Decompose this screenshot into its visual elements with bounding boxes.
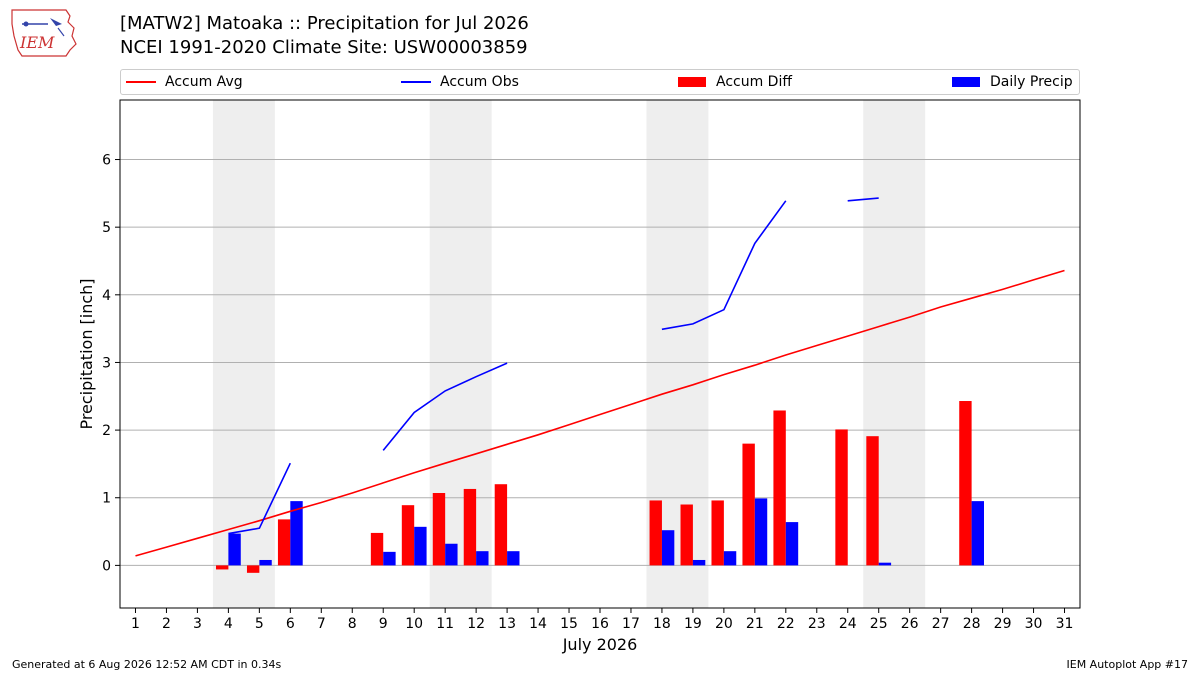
x-tick-label-3: 3 bbox=[193, 616, 202, 632]
generated-timestamp: Generated at 6 Aug 2026 12:52 AM CDT in … bbox=[12, 658, 282, 671]
bar-accum-diff-day-4 bbox=[216, 565, 229, 570]
legend-label-accum-diff: Accum Diff bbox=[716, 74, 793, 90]
bar-accum-diff-day-25 bbox=[866, 436, 879, 566]
x-tick-label-5: 5 bbox=[255, 616, 264, 632]
x-tick-label-30: 30 bbox=[1025, 616, 1043, 632]
x-tick-label-12: 12 bbox=[467, 616, 485, 632]
chart-subtitle: NCEI 1991-2020 Climate Site: USW00003859 bbox=[120, 37, 528, 58]
x-tick-label-2: 2 bbox=[162, 616, 171, 632]
y-tick-label-1: 1 bbox=[102, 491, 111, 507]
y-axis-label: Precipitation [inch] bbox=[77, 278, 96, 429]
legend-item-accum-obs: Accum Obs bbox=[401, 70, 519, 94]
line-accum-obs-segment-2 bbox=[382, 362, 508, 451]
y-tick-label-3: 3 bbox=[102, 355, 111, 371]
x-tick-label-8: 8 bbox=[348, 616, 357, 632]
bar-accum-diff-day-5 bbox=[246, 565, 260, 573]
y-tick-label-2: 2 bbox=[102, 423, 111, 439]
bar-accum-diff-day-21 bbox=[742, 443, 755, 566]
x-tick-label-4: 4 bbox=[224, 616, 233, 632]
x-tick-label-22: 22 bbox=[777, 616, 795, 632]
legend-swatch-accum-diff bbox=[678, 77, 706, 87]
app-label: IEM Autoplot App #17 bbox=[1066, 658, 1189, 671]
line-accum-obs-segment-4 bbox=[847, 197, 879, 202]
bar-accum-diff-day-18 bbox=[649, 500, 662, 566]
bar-accum-diff-day-24 bbox=[835, 429, 848, 566]
bar-accum-diff-day-28 bbox=[959, 401, 972, 566]
x-tick-label-27: 27 bbox=[932, 616, 950, 632]
y-tick-label-6: 6 bbox=[102, 153, 111, 169]
x-tick-label-28: 28 bbox=[963, 616, 981, 632]
bar-accum-diff-day-6 bbox=[277, 519, 291, 566]
bar-daily-precip-day-22 bbox=[785, 522, 799, 566]
x-tick-label-10: 10 bbox=[405, 616, 423, 632]
y-tick-label-5: 5 bbox=[102, 220, 111, 236]
legend-swatch-accum-obs bbox=[401, 81, 431, 83]
x-tick-label-18: 18 bbox=[653, 616, 671, 632]
x-tick-label-6: 6 bbox=[286, 616, 295, 632]
x-tick-label-24: 24 bbox=[839, 616, 857, 632]
x-tick-label-31: 31 bbox=[1056, 616, 1074, 632]
bar-daily-precip-day-21 bbox=[754, 498, 768, 566]
x-tick-label-16: 16 bbox=[591, 616, 609, 632]
bar-daily-precip-day-19 bbox=[692, 559, 706, 566]
legend-item-accum-avg: Accum Avg bbox=[126, 70, 243, 94]
x-tick-label-1: 1 bbox=[131, 616, 140, 632]
legend-label-accum-avg: Accum Avg bbox=[165, 74, 243, 90]
bar-daily-precip-day-4 bbox=[228, 533, 241, 566]
line-accum-obs-segment-3 bbox=[661, 200, 787, 331]
x-tick-label-15: 15 bbox=[560, 616, 578, 632]
bar-accum-diff-day-10 bbox=[401, 505, 415, 566]
bar-daily-precip-day-25 bbox=[878, 562, 892, 566]
line-accum-obs-segment-1 bbox=[228, 462, 292, 535]
x-tick-label-23: 23 bbox=[808, 616, 826, 632]
x-tick-label-9: 9 bbox=[379, 616, 388, 632]
x-tick-label-11: 11 bbox=[436, 616, 454, 632]
legend-item-daily-precip: Daily Precip bbox=[952, 70, 1073, 94]
legend-label-daily-precip: Daily Precip bbox=[990, 74, 1073, 90]
y-tick-label-0: 0 bbox=[102, 558, 111, 574]
x-axis-label: July 2026 bbox=[562, 635, 638, 654]
x-tick-label-21: 21 bbox=[746, 616, 764, 632]
bar-daily-precip-day-10 bbox=[414, 526, 427, 566]
bar-accum-diff-day-22 bbox=[773, 410, 786, 566]
x-tick-label-25: 25 bbox=[870, 616, 888, 632]
x-tick-label-19: 19 bbox=[684, 616, 702, 632]
bar-accum-diff-day-11 bbox=[432, 493, 446, 566]
bar-accum-diff-day-9 bbox=[370, 532, 384, 566]
weekend-shade-1 bbox=[212, 100, 275, 608]
bar-daily-precip-day-6 bbox=[290, 501, 303, 566]
logo-text: IEM bbox=[19, 33, 55, 52]
x-tick-label-7: 7 bbox=[317, 616, 326, 632]
bar-accum-diff-day-20 bbox=[711, 500, 724, 566]
iem-logo-icon: IEM bbox=[11, 9, 77, 57]
bar-daily-precip-day-13 bbox=[507, 551, 520, 566]
bar-daily-precip-day-9 bbox=[383, 551, 396, 566]
bar-daily-precip-day-18 bbox=[661, 530, 675, 566]
bar-accum-diff-day-12 bbox=[463, 488, 477, 566]
x-tick-label-26: 26 bbox=[901, 616, 919, 632]
bar-daily-precip-day-11 bbox=[445, 543, 458, 566]
chart-legend: Accum Avg Accum Obs Accum Diff Daily Pre… bbox=[120, 69, 1080, 95]
x-tick-label-29: 29 bbox=[994, 616, 1012, 632]
bar-daily-precip-day-20 bbox=[723, 551, 737, 566]
x-tick-label-17: 17 bbox=[622, 616, 640, 632]
bar-accum-diff-day-19 bbox=[680, 504, 693, 566]
bar-daily-precip-day-5 bbox=[259, 559, 272, 566]
bar-accum-diff-day-13 bbox=[494, 484, 508, 566]
bar-daily-precip-day-28 bbox=[971, 501, 984, 566]
legend-label-accum-obs: Accum Obs bbox=[440, 74, 519, 90]
x-tick-label-20: 20 bbox=[715, 616, 733, 632]
legend-swatch-accum-avg bbox=[126, 81, 156, 83]
chart-title: [MATW2] Matoaka :: Precipitation for Jul… bbox=[120, 13, 529, 34]
x-tick-label-14: 14 bbox=[529, 616, 547, 632]
y-tick-label-4: 4 bbox=[102, 288, 111, 304]
legend-swatch-daily-precip bbox=[952, 77, 980, 87]
legend-item-accum-diff: Accum Diff bbox=[678, 70, 792, 94]
x-tick-label-13: 13 bbox=[498, 616, 516, 632]
bar-daily-precip-day-12 bbox=[476, 551, 489, 566]
line-accum-avg-segment-1 bbox=[135, 269, 1065, 557]
